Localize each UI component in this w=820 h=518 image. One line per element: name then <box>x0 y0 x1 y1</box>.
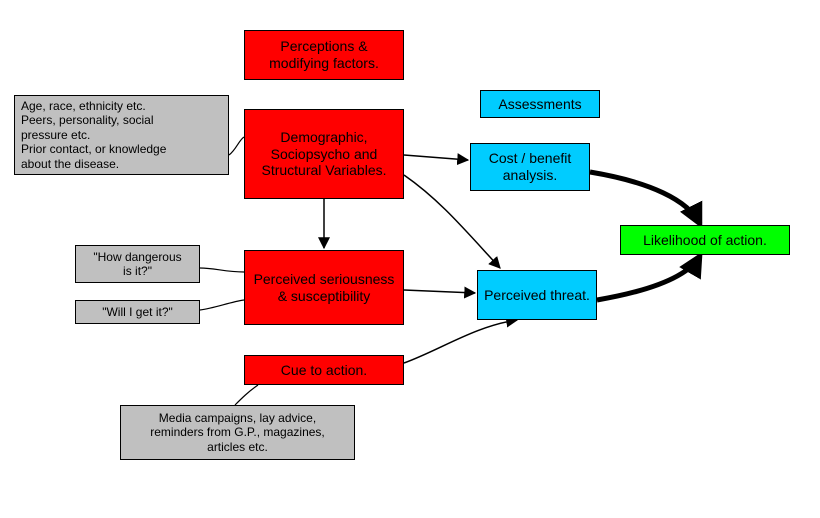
edge-demographic-to-costbenefit <box>404 155 468 160</box>
node-note_age: Age, race, ethnicity etc. Peers, persona… <box>14 95 229 175</box>
node-cue: Cue to action. <box>244 355 404 385</box>
edge-note_media-to-cue <box>235 385 258 405</box>
node-seriousness: Perceived seriousness & susceptibility <box>244 250 404 325</box>
edge-costbenefit-to-likelihood <box>590 172 700 224</box>
edge-note_dangerous-to-seriousness <box>200 268 244 272</box>
node-perceptions: Perceptions & modifying factors. <box>244 30 404 80</box>
node-demographic: Demographic, Sociopsycho and Structural … <box>244 109 404 199</box>
node-threat: Perceived threat. <box>477 270 597 320</box>
edge-threat-to-likelihood <box>597 256 700 300</box>
edge-note_age-to-demographic <box>229 137 244 155</box>
node-likelihood: Likelihood of action. <box>620 225 790 255</box>
node-note_media: Media campaigns, lay advice, reminders f… <box>120 405 355 460</box>
edge-cue-to-threat <box>404 320 517 363</box>
node-note_willget: "Will I get it?" <box>75 300 200 324</box>
node-costbenefit: Cost / benefit analysis. <box>470 143 590 191</box>
node-note_dangerous: "How dangerous is it?" <box>75 245 200 283</box>
edge-seriousness-to-threat <box>404 290 475 293</box>
edge-note_willget-to-seriousness <box>200 300 244 310</box>
node-assessments: Assessments <box>480 90 600 118</box>
